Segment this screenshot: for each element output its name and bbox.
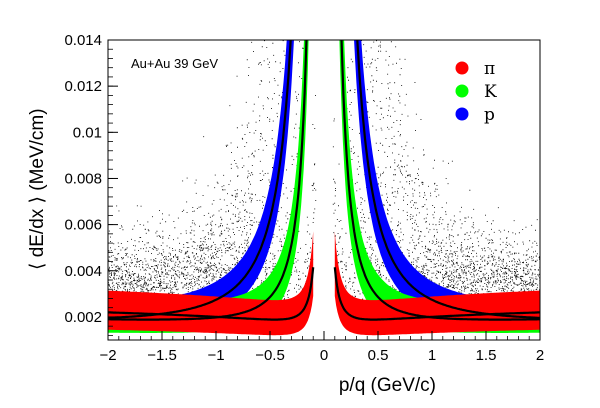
band-positive: [354, 40, 540, 330]
band-pion: [108, 231, 540, 336]
x-tick-label: 1: [428, 347, 436, 364]
x-tick-label: −2: [99, 347, 116, 364]
y-axis: 0.002 0.004 0.006 0.008 0.01 0.012 0.014: [64, 32, 118, 336]
background-points: [108, 40, 540, 319]
legend: πKp: [455, 59, 497, 125]
expected-curves: [108, 40, 540, 321]
expected-curve-pion: [333, 267, 540, 321]
y-tick-label: 0.008: [64, 170, 102, 187]
x-tick-label: −0.5: [255, 347, 285, 364]
y-tick-label: 0.014: [64, 32, 102, 49]
expected-curve-pion: [108, 267, 315, 321]
y-tick-label: 0.002: [64, 309, 102, 326]
legend-marker: [455, 84, 469, 98]
x-tick-label: 2: [536, 347, 544, 364]
legend-label: π: [484, 59, 495, 79]
plot-area: [108, 40, 540, 336]
legend-label: p: [484, 105, 495, 125]
band-negative: [108, 40, 294, 330]
y-tick-label: 0.006: [64, 217, 102, 234]
expected-curve-proton: [356, 40, 540, 319]
expected-curve-kaon: [340, 40, 540, 321]
x-tick-label: −1.5: [147, 347, 177, 364]
background-noise-points: [108, 40, 540, 319]
x-axis-title: p/q (GeV/c): [339, 375, 436, 396]
expected-curve-kaon: [108, 40, 308, 321]
particle-bands: [108, 40, 540, 336]
band-kaon: [108, 40, 540, 333]
band-positive: [334, 231, 540, 336]
x-tick-label: 1.5: [476, 347, 497, 364]
x-tick-label: 0.5: [368, 347, 389, 364]
y-tick-label: 0.012: [64, 78, 102, 95]
band-proton: [108, 40, 540, 330]
band-negative: [108, 231, 314, 336]
expected-curve-proton: [108, 40, 292, 319]
y-tick-label: 0.004: [64, 263, 102, 280]
legend-marker: [455, 107, 469, 121]
x-axis: −2 −1.5 −1 −0.5 0 0.5 1 1.5 2: [99, 331, 544, 364]
y-axis-title: ⟨ dE/dx ⟩ (MeV/cm): [27, 108, 48, 270]
legend-marker: [455, 61, 469, 75]
legend-label: K: [484, 82, 497, 102]
x-tick-label: −1: [207, 347, 224, 364]
collision-annotation: Au+Au 39 GeV: [131, 56, 218, 71]
y-tick-label: 0.01: [73, 124, 102, 141]
x-tick-label: 0: [320, 347, 328, 364]
